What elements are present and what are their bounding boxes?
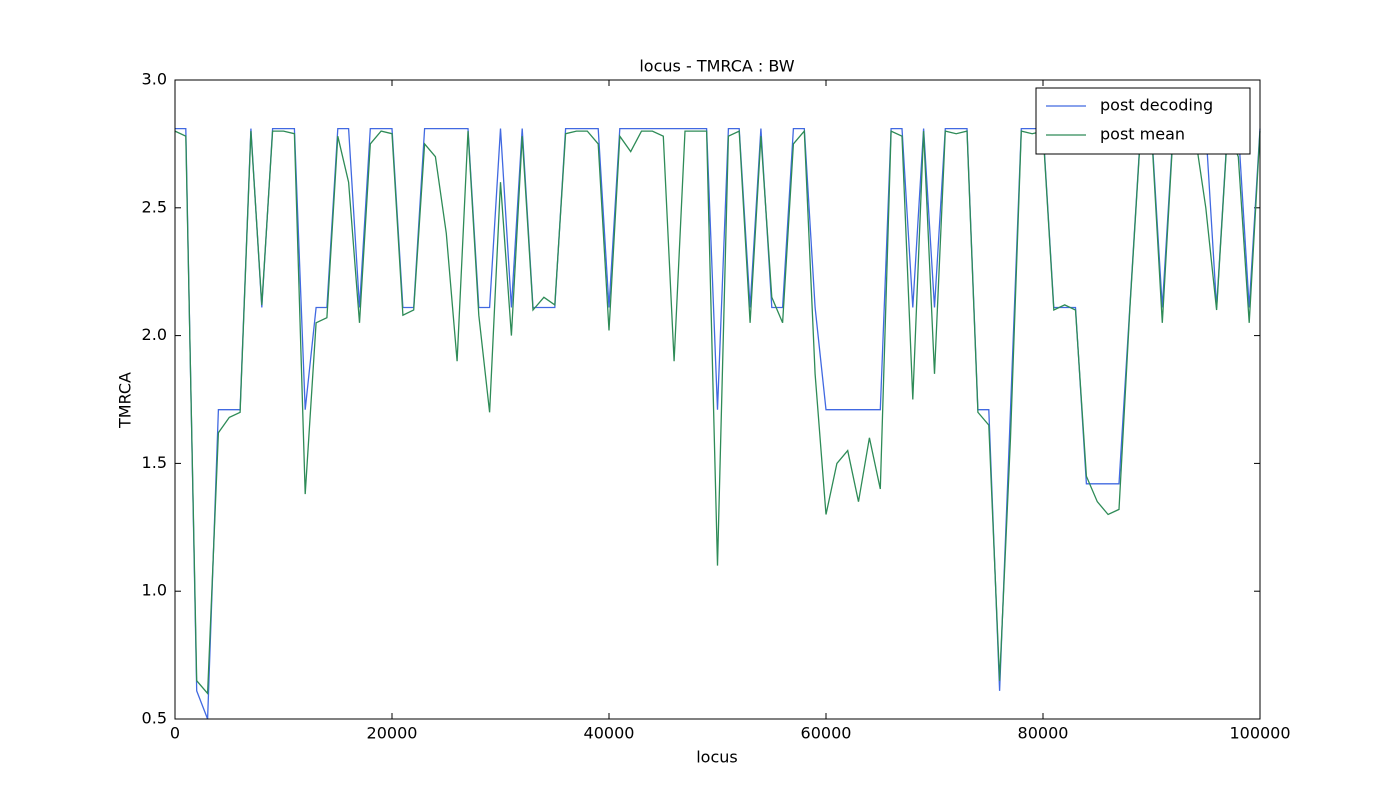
y-tick-label: 3.0 xyxy=(142,70,167,89)
x-tick-label: 100000 xyxy=(1229,724,1290,743)
x-tick-label: 60000 xyxy=(801,724,852,743)
y-tick-label: 1.5 xyxy=(142,453,167,472)
legend-label: post decoding xyxy=(1100,96,1213,115)
chart-title: locus - TMRCA : BW xyxy=(639,57,794,76)
x-tick-label: 40000 xyxy=(584,724,635,743)
legend-box xyxy=(1035,87,1251,155)
x-tick-label: 80000 xyxy=(1018,724,1069,743)
y-tick-label: 2.0 xyxy=(142,325,167,344)
x-tick-label: 0 xyxy=(170,724,180,743)
y-axis-label: TMRCA xyxy=(116,372,135,429)
y-tick-label: 2.5 xyxy=(142,197,167,216)
legend-label: post mean xyxy=(1100,125,1185,144)
plot-frame xyxy=(174,79,1261,720)
data-line xyxy=(174,129,1261,696)
x-axis-label: locus xyxy=(696,748,738,767)
y-tick-label: 1.0 xyxy=(142,581,167,600)
x-tick-label: 20000 xyxy=(367,724,418,743)
y-tick-label: 0.5 xyxy=(142,709,167,728)
